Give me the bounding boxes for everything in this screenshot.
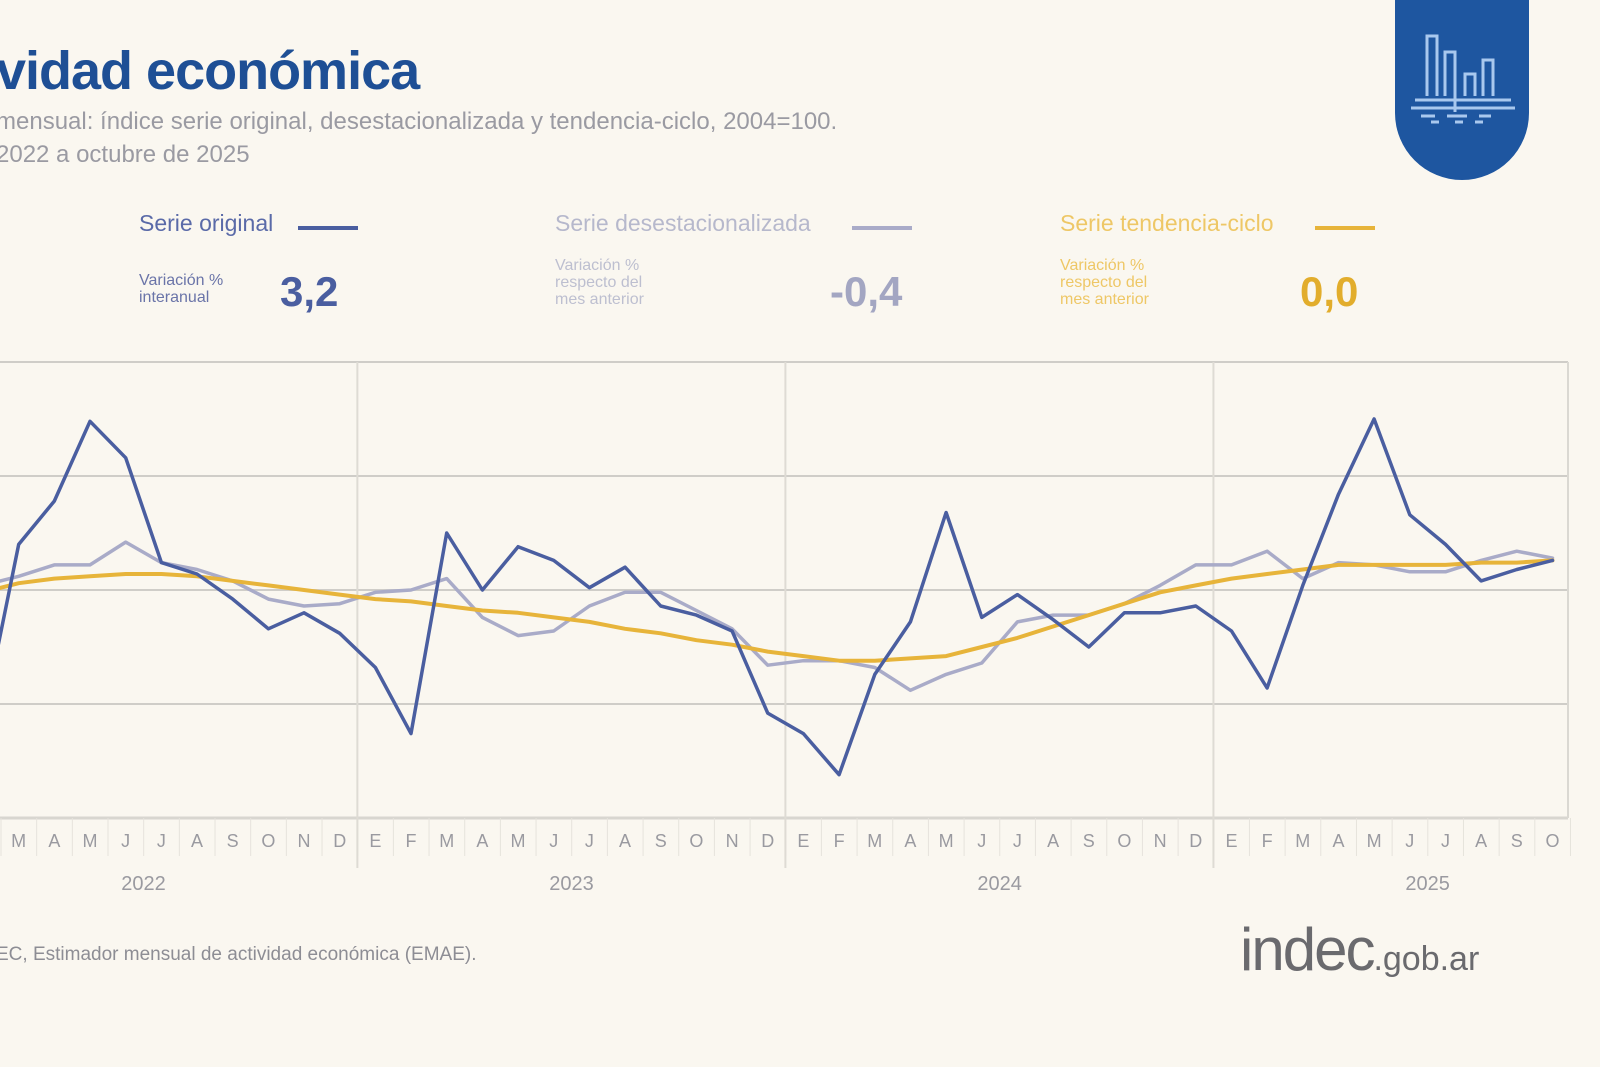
subtitle: mensual: índice serie original, desestac… — [0, 108, 838, 135]
brand-main: indec — [1240, 916, 1375, 983]
series-line-original — [0, 417, 1555, 777]
month-label: O — [1545, 831, 1559, 851]
month-label: D — [333, 831, 346, 851]
bar-chart-icon — [1411, 34, 1515, 124]
month-label: F — [406, 831, 417, 851]
legend-value-original: 3,2 — [280, 268, 339, 315]
month-label: J — [1013, 831, 1022, 851]
month-label: J — [549, 831, 558, 851]
month-label: E — [1225, 831, 1237, 851]
month-label: F — [834, 831, 845, 851]
year-label: 2024 — [977, 873, 1022, 895]
month-label: N — [298, 831, 311, 851]
month-label: J — [157, 831, 166, 851]
month-label: O — [689, 831, 703, 851]
month-label: E — [797, 831, 809, 851]
month-label: M — [1367, 831, 1382, 851]
year-label: 2025 — [1405, 873, 1450, 895]
month-label: A — [619, 831, 631, 851]
brand-suffix: .gob.ar — [1373, 940, 1480, 978]
period-subtitle: 2022 a octubre de 2025 — [0, 141, 250, 168]
indec-badge — [1395, 0, 1529, 180]
legend-label-trend: Serie tendencia-ciclo — [1060, 210, 1274, 236]
month-label: M — [439, 831, 454, 851]
month-label: J — [121, 831, 130, 851]
month-label: A — [1332, 831, 1344, 851]
month-label: J — [1405, 831, 1414, 851]
month-label: J — [1441, 831, 1450, 851]
month-label: D — [1189, 831, 1202, 851]
series-line-deseasonalized — [0, 540, 1555, 693]
legend-desc-trend: Variación % respecto del mes anterior — [1060, 257, 1149, 308]
month-label: M — [511, 831, 526, 851]
month-label: N — [1154, 831, 1167, 851]
month-label: O — [1117, 831, 1131, 851]
year-label: 2023 — [549, 873, 594, 895]
month-label: O — [261, 831, 275, 851]
month-label: A — [476, 831, 488, 851]
legend-label-original: Serie original — [139, 210, 274, 236]
month-label: N — [726, 831, 739, 851]
month-label: A — [1047, 831, 1059, 851]
month-label: A — [1475, 831, 1487, 851]
legend-desc-original: Variación % interanual — [139, 272, 224, 306]
month-label: F — [1262, 831, 1273, 851]
month-label: A — [48, 831, 60, 851]
legend-desc-deseasonalized: Variación % respecto del mes anterior — [555, 257, 644, 308]
legend-label-deseasonalized: Serie desestacionalizada — [555, 210, 811, 236]
legend-swatch-original — [298, 226, 358, 230]
month-label: M — [1295, 831, 1310, 851]
month-label: S — [227, 831, 239, 851]
month-label: M — [83, 831, 98, 851]
indec-logo: indec.gob.ar — [1240, 915, 1479, 984]
month-label: S — [1511, 831, 1523, 851]
source-note: EC, Estimador mensual de actividad econó… — [0, 944, 477, 965]
month-label: S — [1083, 831, 1095, 851]
month-label: S — [655, 831, 667, 851]
month-label: D — [761, 831, 774, 851]
series-line-trend — [0, 558, 1555, 663]
legend-value-trend: 0,0 — [1300, 268, 1359, 315]
legend-swatch-trend — [1315, 226, 1375, 230]
month-label: M — [11, 831, 26, 851]
legend-swatch-deseasonalized — [852, 226, 912, 230]
year-label: 2022 — [121, 873, 166, 895]
month-label: A — [904, 831, 916, 851]
month-label: J — [977, 831, 986, 851]
month-label: E — [369, 831, 381, 851]
page-title: vidad económica — [0, 41, 420, 101]
month-label: J — [585, 831, 594, 851]
month-label: A — [191, 831, 203, 851]
legend-value-deseasonalized: -0,4 — [830, 268, 903, 315]
month-label: M — [867, 831, 882, 851]
month-label: M — [939, 831, 954, 851]
